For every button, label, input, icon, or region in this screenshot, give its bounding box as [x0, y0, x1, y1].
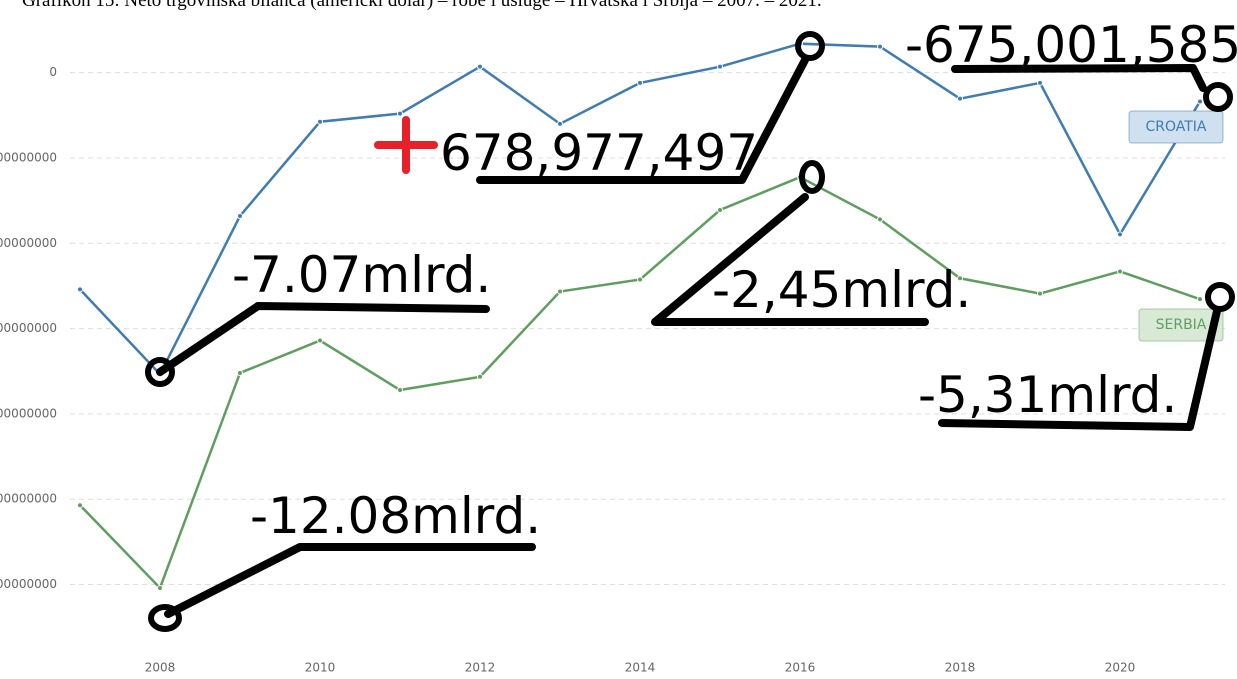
plus-sign	[374, 116, 438, 174]
callout-circle	[795, 31, 825, 61]
data-point	[1117, 268, 1123, 275]
x-tick-label: 2018	[945, 661, 976, 675]
annotation: 678,977,497	[440, 124, 758, 182]
callout-circle	[148, 604, 182, 632]
callout-circle	[1205, 282, 1235, 312]
data-point	[317, 118, 323, 125]
data-point	[637, 79, 643, 86]
y-tick-label: -6000000000	[0, 321, 57, 335]
chart-title: Grafikon 15: Neto trgovinska bilanca (am…	[22, 0, 822, 11]
data-point	[317, 337, 323, 344]
grid: 0 -2000000000 -4000000000 -6000000000 -80000…	[0, 65, 1225, 675]
callout-line	[476, 56, 809, 184]
x-tick-label: 2012	[465, 661, 496, 675]
x-tick-label: 2020	[1105, 661, 1136, 675]
data-point	[397, 110, 403, 117]
annotation: -2,45mlrd.	[712, 261, 971, 319]
data-point	[397, 387, 403, 394]
data-point	[717, 63, 723, 70]
callout-circle	[1203, 82, 1233, 112]
data-point	[1197, 98, 1203, 105]
callout-line	[156, 302, 490, 376]
y-tick-label: -8000000000	[0, 406, 57, 420]
annotation: -5,31mlrd.	[918, 366, 1177, 424]
callout-circle	[799, 160, 825, 194]
plot: CROATIA SERBIA	[77, 40, 1224, 591]
x-tick-label: 2016	[785, 661, 816, 675]
data-point	[637, 276, 643, 283]
callout-line	[164, 543, 536, 618]
legend-label: CROATIA	[1145, 119, 1206, 135]
legend-label: SERBIA	[1156, 317, 1207, 333]
data-point	[77, 286, 83, 293]
data-point	[1037, 79, 1043, 86]
legend-box	[1128, 110, 1224, 144]
y-tick-label: -4000000000	[0, 236, 57, 250]
x-tick-label: 2008	[145, 661, 176, 675]
data-point	[717, 207, 723, 214]
y-tick-label: 0	[49, 65, 57, 79]
data-point	[957, 275, 963, 282]
data-point	[1117, 231, 1123, 238]
data-point	[1197, 296, 1203, 303]
data-point	[77, 502, 83, 509]
annotation: -12.08mlrd.	[250, 487, 541, 545]
data-point	[237, 212, 243, 219]
legend-box	[1138, 308, 1224, 342]
data-point	[477, 373, 483, 380]
x-tick-label: 2014	[625, 661, 656, 675]
data-point	[157, 584, 163, 591]
data-point	[557, 288, 563, 295]
y-tick-label: -2000000000	[0, 150, 57, 164]
data-point	[1037, 290, 1043, 297]
data-point	[237, 369, 243, 376]
series-line	[79, 42, 1202, 377]
annotation: -675,001,585	[905, 16, 1237, 74]
callout-line	[651, 193, 929, 326]
x-tick-label: 2010	[305, 661, 336, 675]
data-point	[557, 120, 563, 127]
annotation: -7.07mlrd.	[232, 246, 491, 304]
callout-line	[938, 307, 1221, 431]
callout-circle	[145, 357, 175, 387]
annotations: -675,001,585 678,977,497 -7.07mlrd. -2,45ml…	[232, 16, 1237, 545]
data-point	[877, 43, 883, 50]
data-point	[957, 95, 963, 102]
callouts	[145, 31, 1235, 632]
y-tick-label: -12000000000	[0, 577, 57, 591]
data-point	[877, 216, 883, 223]
data-point	[477, 63, 483, 70]
y-tick-label: -10000000000	[0, 492, 57, 506]
callout-line	[951, 64, 1207, 92]
